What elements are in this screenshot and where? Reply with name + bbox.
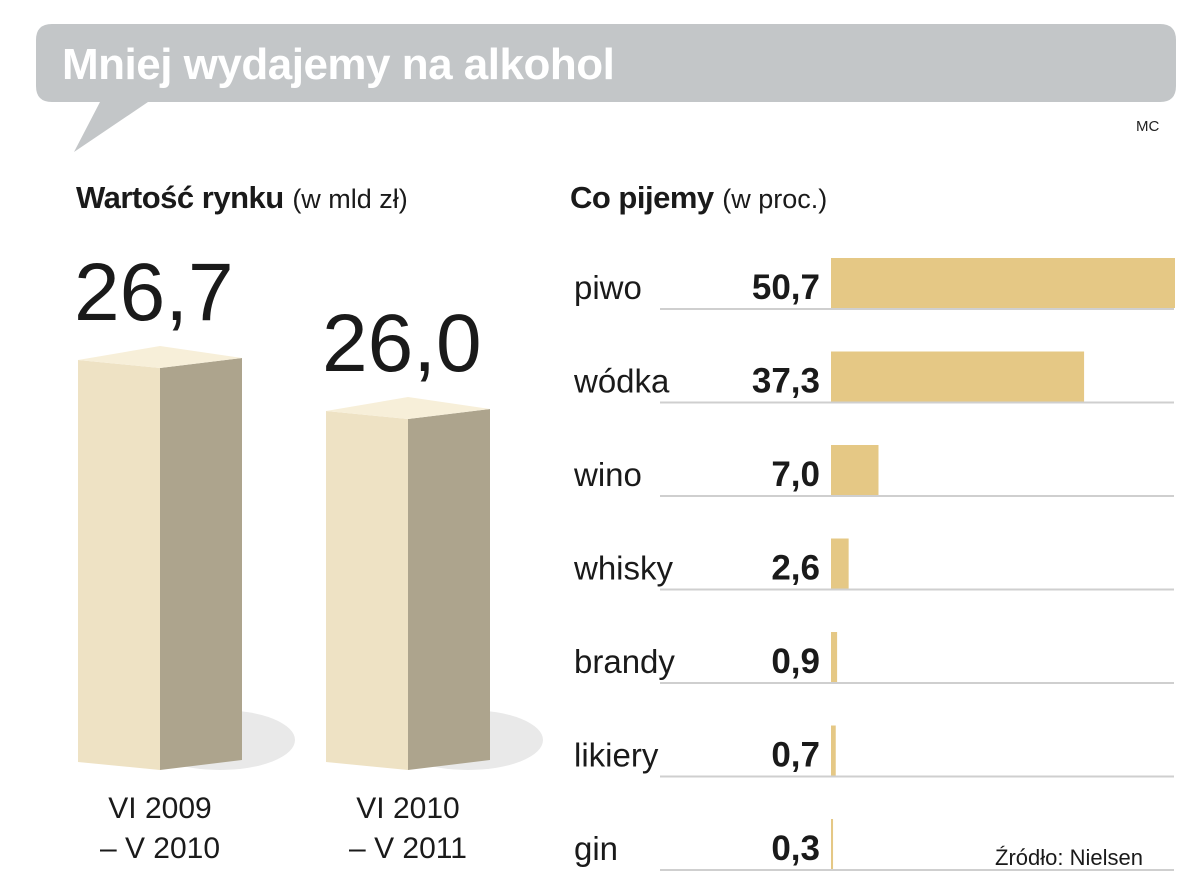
drink-category-label: wódka (573, 363, 670, 400)
drink-category-label: likiery (574, 737, 659, 774)
share-value-label: 50,7 (752, 268, 820, 307)
column-side (408, 409, 490, 770)
column-front (78, 360, 160, 770)
title-banner-shape (36, 24, 1176, 152)
column-top (78, 346, 242, 368)
market-value-unit: (w mld zł) (292, 184, 408, 214)
column-top (326, 397, 490, 420)
column-value-label: 26,0 (322, 298, 482, 389)
share-value-label: 0,3 (771, 829, 820, 868)
share-bar (831, 351, 1085, 402)
column-side (160, 358, 242, 770)
column-value-label: 26,7 (74, 247, 234, 338)
share-value-label: 2,6 (771, 549, 820, 588)
market-value-heading: Wartość rynku (w mld zł) (76, 180, 408, 216)
share-value-label: 37,3 (752, 362, 820, 401)
market-value-chart: 26,7 VI 2009 – V 2010 26,0 VI 2010 – V 2011 (74, 247, 543, 865)
column-period-label: – V 2010 (100, 832, 220, 865)
drink-category-label: whisky (573, 550, 674, 587)
share-bar (831, 725, 836, 776)
drink-category-label: piwo (574, 269, 642, 306)
drinks-heading: Co pijemy (w proc.) (570, 180, 827, 216)
drink-category-label: gin (574, 830, 618, 867)
share-bar (831, 445, 879, 495)
source-note: Źródło: Nielsen (995, 845, 1143, 870)
share-bar (831, 632, 838, 682)
drinks-title: Co pijemy (570, 180, 714, 215)
column-period-label: VI 2010 (356, 792, 459, 825)
market-value-title: Wartość rynku (76, 180, 284, 215)
share-value-label: 0,9 (771, 642, 820, 681)
drinks-share-chart: piwo 50,7 wódka 37,3 wino 7,0 whisky 2,6 brandy 0… (573, 258, 1175, 871)
share-bar (831, 538, 849, 589)
share-value-label: 7,0 (771, 455, 820, 494)
column-front (326, 411, 408, 770)
drinks-unit: (w proc.) (722, 184, 828, 214)
share-value-label: 0,7 (771, 736, 820, 775)
share-bar (831, 258, 1175, 308)
page-title: Mniej wydajemy na alkohol (62, 40, 615, 89)
drink-category-label: brandy (574, 643, 675, 680)
author-initials: MC (1136, 118, 1160, 135)
column-period-label: – V 2011 (349, 832, 467, 865)
drink-category-label: wino (573, 456, 642, 493)
column-period-label: VI 2009 (108, 792, 211, 825)
share-bar (831, 819, 834, 869)
title-banner (36, 24, 1176, 152)
